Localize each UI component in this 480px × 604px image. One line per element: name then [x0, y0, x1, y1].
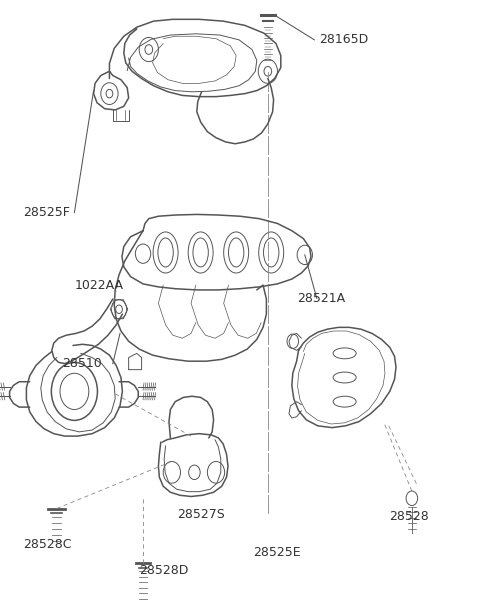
Text: 28525F: 28525F: [23, 206, 70, 219]
Text: 28525E: 28525E: [253, 546, 300, 559]
Text: 1022AA: 1022AA: [74, 278, 123, 292]
Text: 28510: 28510: [62, 357, 102, 370]
Text: 28521A: 28521A: [297, 292, 345, 306]
Text: 28165D: 28165D: [319, 33, 369, 47]
Text: 28528: 28528: [389, 510, 429, 523]
Text: 28528C: 28528C: [23, 538, 72, 551]
Text: 28527S: 28527S: [177, 508, 224, 521]
Text: 28528D: 28528D: [139, 564, 189, 577]
